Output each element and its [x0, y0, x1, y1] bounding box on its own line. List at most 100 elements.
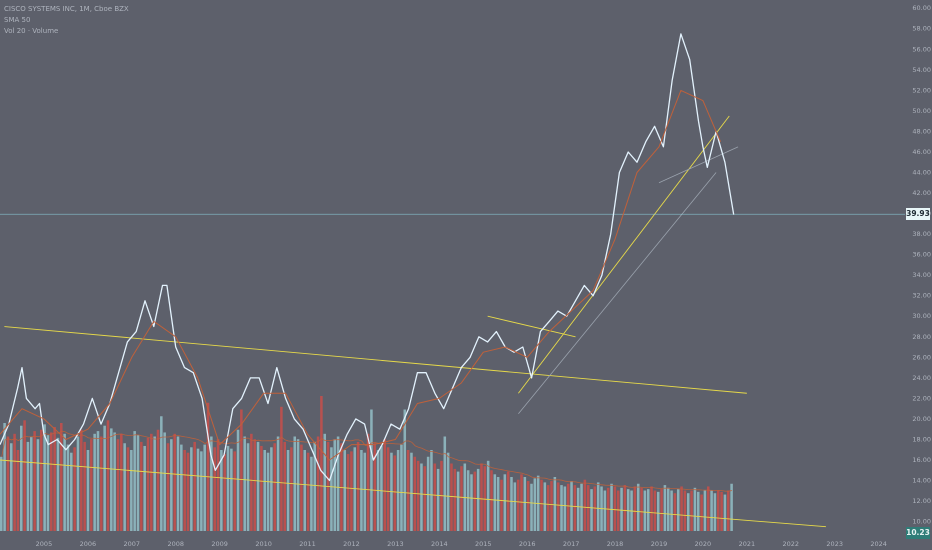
volume-bar	[533, 478, 537, 531]
x-tick-label: 2008	[167, 540, 184, 548]
x-tick-label: 2023	[826, 540, 843, 548]
volume-bar	[266, 452, 270, 531]
volume-bar	[493, 474, 497, 531]
volume-bar	[73, 447, 76, 531]
volume-bar	[303, 450, 306, 531]
volume-bar	[6, 436, 10, 531]
volume-bar	[543, 482, 547, 531]
y-tick-label: 28.00	[912, 333, 931, 341]
price-line	[0, 33, 735, 482]
volume-bar	[203, 444, 206, 531]
y-tick-label: 52.00	[912, 86, 931, 94]
volume-bar	[446, 452, 450, 531]
volume-bar	[236, 429, 240, 531]
volume-bar	[563, 486, 567, 531]
x-tick-label: 2015	[475, 540, 492, 548]
volume-bar	[583, 479, 587, 531]
volume-bar	[150, 433, 153, 531]
volume-bar	[420, 463, 423, 531]
volume-bar	[400, 444, 403, 531]
volume-bar	[256, 441, 260, 531]
volume-bar	[363, 452, 367, 531]
chart-legend: CISCO SYSTEMS INC, 1M, Cboe BZX SMA 50 V…	[4, 4, 129, 37]
x-tick-label: 2009	[211, 540, 228, 548]
volume-bar	[706, 486, 710, 531]
volume-bar	[670, 490, 673, 531]
x-tick-label: 2013	[387, 540, 404, 548]
y-tick-label: 60.00	[912, 4, 931, 12]
volume-bar	[183, 450, 186, 531]
y-tick-label: 26.00	[912, 353, 931, 361]
volume-bar	[323, 433, 327, 531]
volume-bar	[713, 493, 717, 531]
volume-bar	[380, 445, 383, 531]
volume-bar	[356, 441, 360, 531]
volume-bar	[36, 439, 40, 531]
volume-bar	[133, 431, 136, 531]
volume-bar	[66, 444, 70, 531]
volume-bar	[576, 487, 580, 531]
volume-bar	[230, 448, 233, 531]
price-axis[interactable]: 60.00 58.00 56.00 54.00 52.00 50.00 48.00 46.00…	[912, 4, 931, 525]
volume-bar	[556, 482, 560, 531]
y-tick-label: 46.00	[912, 148, 931, 156]
legend-ma: SMA 50	[4, 16, 31, 24]
volume-bar	[340, 443, 343, 531]
volume-bar	[33, 431, 36, 531]
volume-bar	[443, 436, 447, 531]
volume-bar	[106, 420, 110, 531]
legend-title: CISCO SYSTEMS INC, 1M, Cboe BZX	[4, 5, 129, 13]
volume-bar	[496, 477, 500, 531]
volume-bar	[466, 470, 470, 531]
volume-bar	[426, 456, 430, 531]
volume-bar	[140, 441, 143, 531]
x-tick-label: 2018	[607, 540, 624, 548]
volume-bar	[200, 451, 203, 531]
volume-bar	[683, 490, 687, 531]
volume-bar	[566, 483, 570, 531]
x-tick-label: 2021	[739, 540, 756, 548]
volume-bar	[270, 447, 273, 531]
volume-bar	[406, 450, 410, 531]
volume-bar	[360, 450, 363, 531]
volume-bar	[176, 436, 180, 531]
volume-bar	[350, 451, 353, 531]
volume-bar	[50, 432, 53, 531]
time-axis[interactable]: 2005 2006 2007 2008 2009 2010 2011 2012 2013 2014…	[36, 540, 887, 548]
volume-bar	[513, 482, 517, 531]
volume-bar	[180, 444, 183, 531]
volume-bar	[723, 494, 727, 531]
volume-bar	[46, 435, 50, 531]
volume-bar	[450, 463, 453, 531]
volume-bar	[716, 490, 720, 531]
volume-bar	[316, 436, 320, 531]
volume-bar	[283, 441, 286, 531]
volume-bar	[410, 452, 413, 531]
volume-bar	[100, 436, 103, 531]
y-tick-label: 14.00	[912, 477, 931, 485]
volume-bar	[30, 436, 33, 531]
volume-bar	[196, 448, 200, 531]
volume-bar	[296, 439, 300, 531]
volume-bar	[90, 439, 93, 531]
volume-bar	[643, 490, 647, 531]
volume-bar	[250, 433, 253, 531]
volume-bar	[613, 486, 617, 531]
volume-bar	[123, 443, 126, 531]
volume-bar	[623, 485, 627, 531]
volume-bar	[470, 474, 473, 531]
trend-line	[0, 459, 826, 528]
volume-bar	[20, 425, 23, 531]
y-tick-label: 10.00	[912, 518, 931, 526]
volume-bar	[190, 447, 193, 531]
volume-bar	[120, 433, 123, 531]
volume-bar	[280, 406, 283, 531]
volume-bar	[453, 468, 457, 531]
volume-bar	[430, 450, 433, 531]
volume-bar	[373, 443, 377, 531]
volume-bar	[640, 487, 643, 531]
volume-bar	[573, 485, 577, 531]
volume-bar	[210, 436, 213, 531]
volume-bar	[290, 447, 293, 531]
